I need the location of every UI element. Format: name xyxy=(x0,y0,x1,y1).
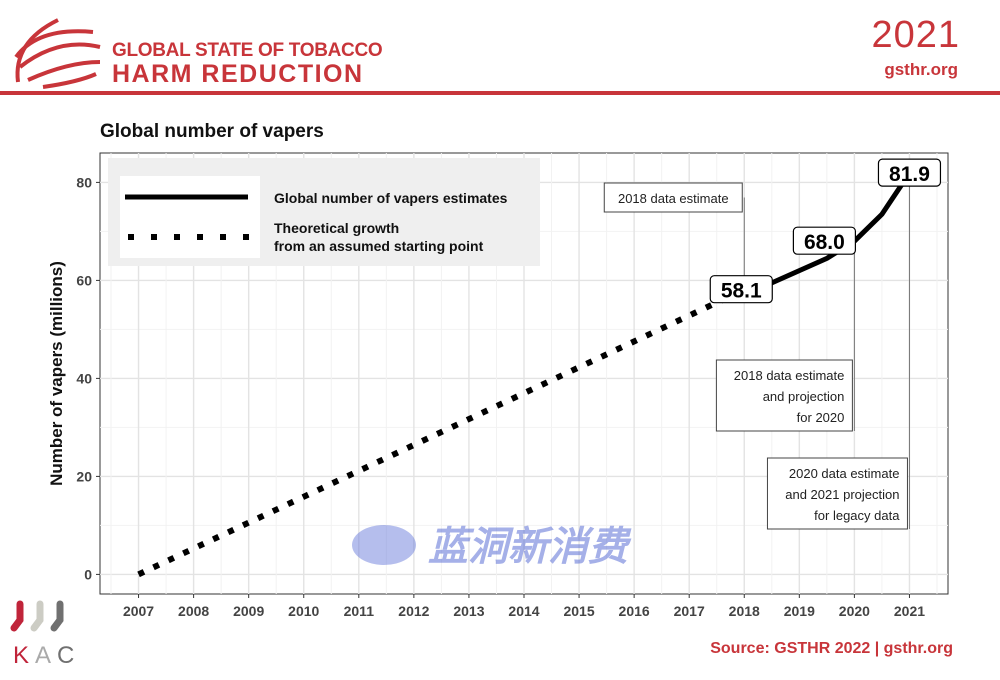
site-url: gsthr.org xyxy=(884,60,958,79)
globe-logo-icon xyxy=(14,18,101,89)
watermark-eye-icon xyxy=(352,525,416,565)
data-label: 58.1 xyxy=(721,280,762,303)
y-tick-label: 80 xyxy=(76,174,92,190)
x-tick-label: 2018 xyxy=(729,603,760,619)
report-year: 2021 xyxy=(871,14,960,56)
y-axis-label: Number of vapers (millions) xyxy=(47,261,66,486)
data-label-box xyxy=(877,158,942,187)
y-tick-label: 40 xyxy=(76,370,92,386)
x-tick-label: 2019 xyxy=(784,603,815,619)
data-label-box xyxy=(792,226,856,255)
annotation-text: 2018 data estimate xyxy=(618,191,729,206)
x-tick-label: 2015 xyxy=(563,603,594,619)
legend-label: from an assumed starting point xyxy=(274,238,484,254)
header-divider xyxy=(0,91,1000,95)
x-tick-label: 2012 xyxy=(398,603,429,619)
x-tick-label: 2017 xyxy=(674,603,705,619)
kac-logo-icon: K A C xyxy=(10,600,74,669)
annotation-text: and 2021 projection xyxy=(785,487,899,502)
x-tick-label: 2008 xyxy=(178,603,209,619)
x-tick-label: 2020 xyxy=(839,603,870,619)
annotation-box xyxy=(715,359,853,432)
svg-text:A: A xyxy=(35,642,51,669)
data-label-box xyxy=(709,275,773,304)
x-tick-label: 2021 xyxy=(894,603,925,619)
data-label: 68.0 xyxy=(804,231,845,254)
annotation-text: and projection xyxy=(763,389,845,404)
watermark: 蓝洞新消费 xyxy=(428,525,632,569)
x-tick-label: 2010 xyxy=(288,603,319,619)
y-tick-label: 60 xyxy=(76,272,92,288)
brand-line2: HARM REDUCTION xyxy=(112,60,364,88)
data-label: 81.9 xyxy=(889,163,930,186)
x-tick-label: 2013 xyxy=(453,603,484,619)
svg-text:K: K xyxy=(13,642,29,669)
annotation-box xyxy=(603,182,743,213)
x-tick-label: 2007 xyxy=(123,603,154,619)
y-tick-label: 20 xyxy=(76,468,92,484)
svg-text:C: C xyxy=(57,642,74,669)
legend-label: Theoretical growth xyxy=(274,220,399,236)
annotation-text: for 2020 xyxy=(797,410,845,425)
brand-line1: GLOBAL STATE OF TOBACCO xyxy=(112,40,383,61)
x-tick-label: 2011 xyxy=(344,603,375,619)
x-tick-label: 2009 xyxy=(233,603,264,619)
x-tick-label: 2016 xyxy=(619,603,650,619)
legend-key-bg xyxy=(120,176,260,258)
annotation-text: 2018 data estimate xyxy=(734,368,845,383)
source-note: Source: GSTHR 2022 | gsthr.org xyxy=(710,640,953,657)
chart-title: Global number of vapers xyxy=(100,121,324,142)
annotation-text: 2020 data estimate xyxy=(789,466,900,481)
x-tick-label: 2014 xyxy=(508,603,539,619)
annotation-box xyxy=(766,457,908,530)
annotation-text: for legacy data xyxy=(814,508,900,523)
legend-label: Global number of vapers estimates xyxy=(274,190,508,206)
y-tick-label: 0 xyxy=(84,566,92,582)
